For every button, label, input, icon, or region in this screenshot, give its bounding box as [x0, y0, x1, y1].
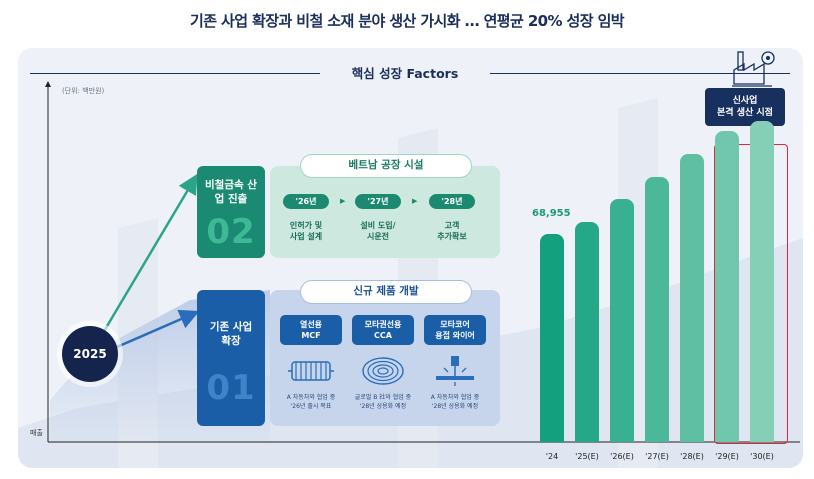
- step-2-line2: 시운전: [366, 232, 390, 241]
- step-text-1: 인허가 및 사업 설계: [271, 220, 341, 242]
- product-cca: 모타권선용 CCA: [352, 315, 414, 345]
- step-arrow-2: ▶: [412, 197, 418, 205]
- product-mcf: 열선용 MCF: [280, 315, 342, 345]
- x-tick-2: '26(E): [610, 452, 634, 461]
- track-existing-heading: 기존 사업 확장: [209, 321, 253, 347]
- product-3-note-line2: '28년 상용화 예정: [431, 403, 479, 410]
- product-1-note: A 자동차와 협업 중 '26년 출시 목표: [271, 393, 351, 411]
- track-existing-number: 01: [206, 368, 256, 408]
- bar-1: [575, 221, 599, 442]
- step-text-2: 설비 도입/ 시운전: [343, 220, 413, 242]
- factory-icon: [732, 51, 775, 87]
- bar-6: [750, 120, 774, 442]
- track-existing-tile: 기존 사업 확장 01: [197, 290, 265, 426]
- step-year-2: '27년: [355, 194, 401, 209]
- product-3-line2: 용접 와이어: [435, 331, 475, 340]
- step-1-line1: 인허가 및: [289, 221, 323, 230]
- product-1-note-line2: '26년 출시 목표: [290, 403, 332, 410]
- x-tick-1: '25(E): [575, 452, 599, 461]
- new-business-line2: 본격 생산 시점: [717, 108, 773, 118]
- product-1-line2: MCF: [301, 331, 321, 340]
- y-axis-label: 매출: [30, 429, 43, 437]
- growth-arrow-new: [98, 173, 198, 339]
- new-product-pill: 신규 제품 개발: [300, 280, 472, 304]
- product-2-line2: CCA: [374, 331, 392, 340]
- product-3-note-line1: A 자동차와 협업 중: [430, 394, 480, 401]
- section-title: 핵심 성장 Factors: [351, 66, 459, 81]
- x-tick-0: '24: [545, 452, 559, 461]
- x-tick-4: '28(E): [680, 452, 704, 461]
- product-2-note-line2: '28년 상용화 예정: [359, 403, 407, 410]
- product-3-note: A 자동차와 협업 중 '28년 상용화 예정: [415, 393, 495, 411]
- new-business-line1: 신사업: [732, 96, 758, 106]
- start-year-badge: 2025: [62, 326, 118, 382]
- bar-5: [715, 131, 739, 442]
- new-business-badge: 신사업 본격 생산 시점: [705, 88, 785, 126]
- product-1-note-line1: A 자동차와 협업 중: [286, 394, 336, 401]
- track-new-number: 02: [206, 212, 256, 252]
- product-2-note: 글로벌 B 社와 협업 중 '28년 상용화 예정: [343, 393, 423, 411]
- data-label-0: 68,955: [532, 207, 571, 219]
- step-3-line1: 고객: [444, 221, 460, 230]
- product-3-line1: 모타코어: [440, 320, 470, 329]
- step-3-line2: 추가확보: [437, 232, 467, 241]
- wire-coil-icon: [362, 357, 404, 385]
- x-tick-3: '27(E): [645, 452, 669, 461]
- section-line-right: [490, 73, 790, 74]
- step-1-line2: 사업 설계: [289, 232, 323, 241]
- page-title: 기존 사업 확장과 비철 소재 분야 생산 가시화 … 연평균 20% 성장 임…: [190, 12, 625, 30]
- bar-4: [680, 153, 704, 442]
- step-arrow-1: ▶: [340, 197, 346, 205]
- bar-0: [540, 233, 564, 442]
- product-2-line1: 모타권선용: [364, 320, 402, 329]
- heating-coil-icon: [288, 361, 334, 381]
- welding-wire-icon: [436, 356, 474, 386]
- x-tick-5: '29(E): [715, 452, 739, 461]
- track-new-heading: 비철금속 산업 진출: [205, 179, 257, 205]
- track-new-tile: 비철금속 산업 진출 02: [197, 166, 265, 258]
- growth-arrow-existing: [109, 309, 200, 352]
- step-year-1: '26년: [283, 194, 329, 209]
- vietnam-plant-pill: 베트남 공장 시설: [300, 154, 472, 178]
- product-2-note-line1: 글로벌 B 社와 협업 중: [354, 394, 412, 401]
- bar-3: [645, 176, 669, 442]
- bar-2: [610, 199, 634, 442]
- x-tick-6: '30(E): [750, 452, 774, 461]
- product-1-line1: 열선용: [299, 320, 323, 329]
- section-line-left: [30, 73, 320, 74]
- step-text-3: 고객 추가확보: [417, 220, 487, 242]
- step-year-3: '28년: [429, 194, 475, 209]
- unit-label: (단위: 백만원): [62, 87, 105, 95]
- step-2-line1: 설비 도입/: [360, 221, 396, 230]
- vietnam-plant-box: [270, 166, 500, 258]
